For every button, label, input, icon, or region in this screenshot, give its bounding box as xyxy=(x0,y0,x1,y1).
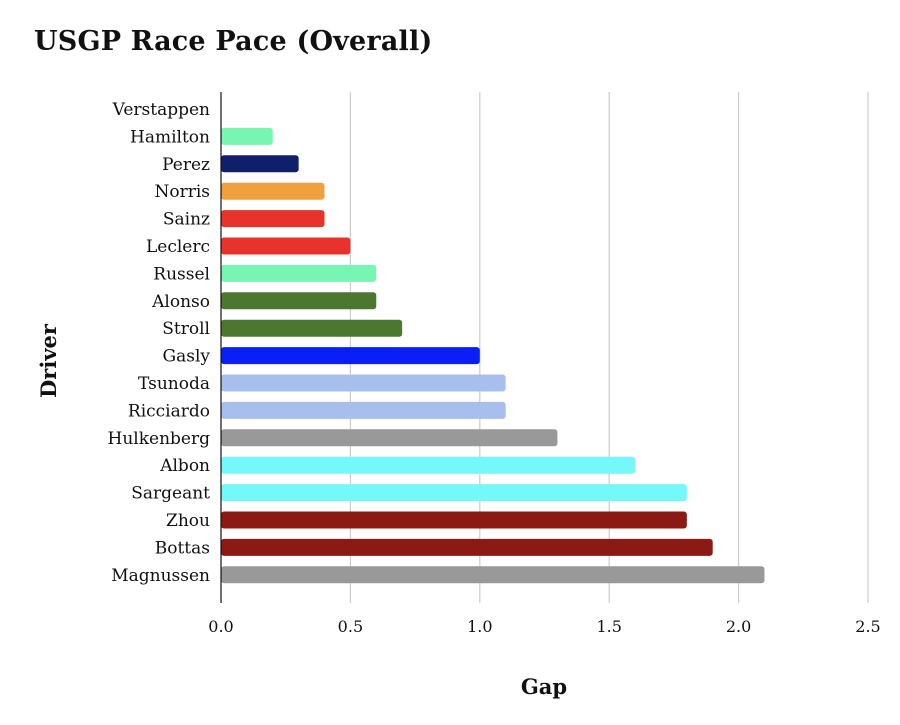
bar-alonso xyxy=(221,292,377,310)
category-label: Zhou xyxy=(166,511,210,531)
bar-magnussen xyxy=(221,566,765,584)
category-label: Stroll xyxy=(162,319,210,339)
chart-title: USGP Race Pace (Overall) xyxy=(34,26,433,57)
category-label: Russel xyxy=(153,264,210,284)
category-label: Bottas xyxy=(155,538,210,558)
x-tick-labels: 0.0 0.5 1.0 1.5 2.0 2.5 xyxy=(208,617,880,636)
bar-hamilton xyxy=(221,127,273,145)
bar-gasly xyxy=(221,347,480,365)
x-tick-label: 0.5 xyxy=(338,617,363,636)
category-label: Norris xyxy=(154,182,210,202)
x-tick-label: 2.5 xyxy=(855,617,880,636)
x-tick-label: 0.0 xyxy=(208,617,233,636)
x-tick-label: 1.0 xyxy=(467,617,492,636)
bar-norris xyxy=(221,182,325,200)
category-label: Sainz xyxy=(163,210,210,230)
bar-stroll xyxy=(221,319,403,337)
bar-sainz xyxy=(221,210,325,228)
category-label: Alonso xyxy=(151,292,210,312)
bar-tsunoda xyxy=(221,374,506,392)
category-label: Perez xyxy=(162,155,210,175)
category-label: Ricciardo xyxy=(128,401,210,421)
bar-zhou xyxy=(221,511,687,529)
category-label: Magnussen xyxy=(111,566,210,586)
y-axis-title: Driver xyxy=(36,323,61,398)
category-label: Tsunoda xyxy=(138,374,210,394)
category-label: Hamilton xyxy=(130,127,210,147)
x-tick-label: 2.0 xyxy=(726,617,751,636)
bar-sargeant xyxy=(221,484,687,502)
bar-albon xyxy=(221,456,636,474)
bar-hulkenberg xyxy=(221,429,558,447)
x-tick-label: 1.5 xyxy=(596,617,621,636)
bar-ricciardo xyxy=(221,401,506,419)
bars xyxy=(221,127,765,584)
category-label: Sargeant xyxy=(131,484,210,504)
category-label: Leclerc xyxy=(146,237,210,257)
x-axis-title: Gap xyxy=(521,674,567,699)
category-label: Hulkenberg xyxy=(108,429,211,449)
bar-perez xyxy=(221,155,299,173)
category-label: Gasly xyxy=(163,347,211,367)
bar-bottas xyxy=(221,538,713,556)
bar-leclerc xyxy=(221,237,351,255)
category-labels: Verstappen Hamilton Perez Norris Sainz Lecler… xyxy=(108,100,211,586)
category-label: Verstappen xyxy=(112,100,210,120)
category-label: Albon xyxy=(159,456,210,476)
bar-russel xyxy=(221,264,377,282)
